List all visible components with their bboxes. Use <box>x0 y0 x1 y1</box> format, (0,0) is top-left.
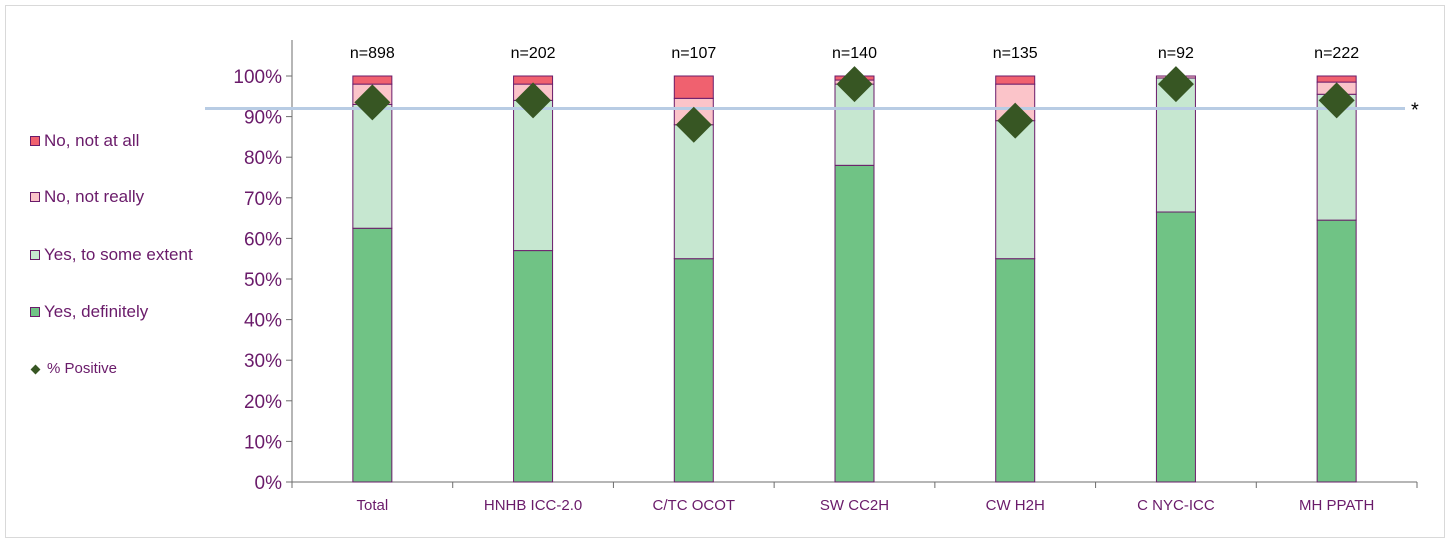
reference-marker: * <box>1411 99 1419 121</box>
legend-swatch-yes-definitely <box>30 307 40 317</box>
chart-frame <box>5 5 1445 538</box>
x-tick-label: CW H2H <box>986 497 1045 514</box>
bar-segment-yes-definitely <box>1316 219 1357 483</box>
legend-label-percent-positive: % Positive <box>47 360 118 377</box>
bar-segment-yes-definitely <box>1155 211 1196 483</box>
bar-segment-yes-to-some-extent <box>352 103 393 229</box>
y-tick-label: 60% <box>244 229 282 250</box>
count-label: n=92 <box>1158 45 1194 62</box>
legend-label-no-not-really: No, not really <box>44 187 145 206</box>
positive-marker <box>836 66 873 103</box>
legend-swatch-yes-to-some-extent <box>30 250 40 260</box>
legend-item-yes-definitely: Yes, definitely <box>30 301 205 323</box>
bar-segment-no-not-at-all <box>995 75 1036 85</box>
positive-marker <box>1157 66 1194 103</box>
legend-item-no-not-at-all: No, not at all <box>30 130 205 152</box>
x-tick-label: C/TC OCOT <box>653 497 736 514</box>
x-tick-label: Total <box>357 497 389 514</box>
y-tick-label: 80% <box>244 148 282 169</box>
count-label: n=135 <box>993 45 1038 62</box>
legend-label-yes-to-some-extent: Yes, to some extent <box>44 245 193 264</box>
bar-segment-yes-definitely <box>673 258 714 483</box>
x-tick-label: MH PPATH <box>1299 497 1374 514</box>
positive-marker <box>675 106 712 143</box>
legend-swatch-no-not-really <box>30 192 40 202</box>
bar-segment-yes-to-some-extent <box>513 99 554 252</box>
x-tick-label: SW CC2H <box>820 497 889 514</box>
legend-label-yes-definitely: Yes, definitely <box>44 302 149 321</box>
bar-segment-yes-definitely <box>834 164 875 483</box>
y-tick-label: 50% <box>244 270 282 291</box>
y-tick-label: 70% <box>244 189 282 210</box>
bar-segment-yes-to-some-extent <box>673 124 714 260</box>
y-tick-label: 10% <box>244 432 282 453</box>
count-label: n=202 <box>511 45 556 62</box>
bar-segment-yes-definitely <box>352 227 393 483</box>
bar-segment-yes-definitely <box>995 258 1036 483</box>
y-tick-label: 30% <box>244 351 282 372</box>
count-label: n=107 <box>671 45 716 62</box>
y-tick-label: 90% <box>244 108 282 129</box>
positive-marker <box>515 82 552 119</box>
count-label: n=898 <box>350 45 395 62</box>
bar-segment-yes-to-some-extent <box>995 120 1036 260</box>
y-tick-label: 0% <box>255 473 283 494</box>
bar-segment-yes-to-some-extent <box>834 83 875 166</box>
legend-swatch-no-not-at-all <box>30 136 40 146</box>
positive-marker <box>997 102 1034 139</box>
legend-item-no-not-really: No, not really <box>30 186 205 208</box>
legend-label-no-not-at-all: No, not at all <box>44 131 140 150</box>
y-tick-label: 20% <box>244 392 282 413</box>
x-tick-label: C NYC-ICC <box>1137 497 1215 514</box>
positive-marker <box>354 84 391 121</box>
legend-item-yes-to-some-extent: Yes, to some extent <box>30 244 205 266</box>
y-tick-label: 100% <box>233 67 282 88</box>
bar-segment-no-not-at-all <box>1316 75 1357 83</box>
count-label: n=140 <box>832 45 877 62</box>
legend-item-percent-positive: % Positive <box>30 358 205 380</box>
bar-segment-yes-definitely <box>513 250 554 483</box>
bar-segment-no-not-at-all <box>352 75 393 85</box>
bar-segment-no-not-at-all <box>673 75 714 99</box>
x-tick-label: HNHB ICC-2.0 <box>484 497 582 514</box>
positive-marker <box>1318 82 1355 119</box>
count-label: n=222 <box>1314 45 1359 62</box>
legend-diamond-icon <box>30 364 41 375</box>
y-tick-label: 40% <box>244 311 282 332</box>
